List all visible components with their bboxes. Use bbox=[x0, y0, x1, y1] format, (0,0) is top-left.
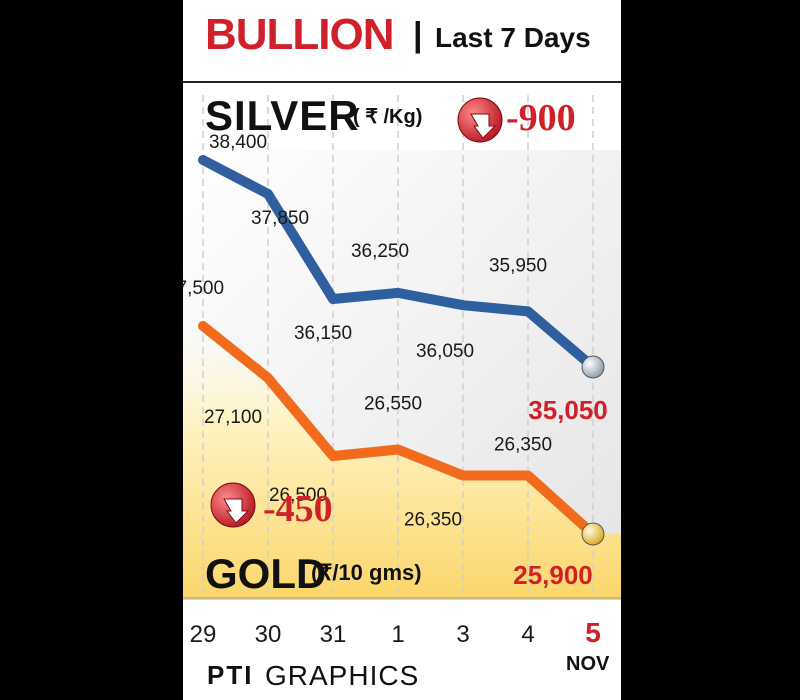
pti-logo: PTI bbox=[207, 660, 254, 690]
gold-value-label: 26,500 bbox=[269, 485, 327, 506]
gold-unit: (₹/10 gms) bbox=[311, 560, 422, 585]
silver-unit: ( ₹ /Kg) bbox=[353, 106, 423, 128]
x-tick-label: 29 bbox=[190, 621, 217, 648]
silver-value-label: 36,150 bbox=[294, 323, 352, 344]
gold-area-shading bbox=[183, 326, 621, 600]
page-title: BULLION bbox=[205, 10, 395, 59]
gold-down-arrow-icon bbox=[210, 482, 256, 528]
gold-value-label: 25,900 bbox=[513, 560, 593, 590]
x-tick-label: 31 bbox=[320, 621, 347, 648]
silver-value-label: 38,400 bbox=[209, 132, 267, 153]
page-subtitle: Last 7 Days bbox=[435, 22, 591, 53]
silver-down-arrow-icon bbox=[457, 97, 503, 143]
silver-heading: SILVER bbox=[205, 92, 360, 139]
silver-value-label: 36,250 bbox=[351, 241, 409, 262]
silver-value-label: 36,050 bbox=[416, 341, 474, 362]
silver-end-marker bbox=[581, 355, 605, 379]
bullion-infographic: 38,400 37,850 36,150 36,250 36,050 35,950 35,0… bbox=[183, 0, 621, 700]
x-tick-label: 5 bbox=[585, 617, 601, 648]
gold-value-label: 26,550 bbox=[364, 394, 422, 415]
x-tick-label: 3 bbox=[456, 621, 469, 648]
x-tick-label: 4 bbox=[521, 621, 534, 648]
gold-end-marker bbox=[581, 522, 605, 546]
gold-series-line bbox=[198, 321, 598, 539]
footer-text: GRAPHICS bbox=[265, 660, 420, 691]
x-tick-label: 1 bbox=[391, 621, 404, 648]
gold-value-label: 27,100 bbox=[204, 407, 262, 428]
gold-value-label: 27,500 bbox=[183, 278, 224, 299]
gold-change: -450 bbox=[263, 488, 333, 530]
gold-value-label: 26,350 bbox=[494, 435, 552, 456]
silver-change: -900 bbox=[506, 97, 576, 139]
silver-series-line bbox=[198, 155, 598, 372]
x-axis-month: NOV bbox=[566, 653, 610, 675]
silver-value-label: 37,850 bbox=[251, 208, 309, 229]
title-separator: | bbox=[413, 16, 423, 54]
chart-canvas: 38,400 37,850 36,150 36,250 36,050 35,950 35,0… bbox=[183, 81, 621, 648]
gold-value-label: 26,350 bbox=[404, 510, 462, 531]
silver-value-label: 35,950 bbox=[489, 255, 547, 276]
gold-heading: GOLD bbox=[205, 550, 327, 597]
x-tick-label: 30 bbox=[255, 621, 282, 648]
silver-value-label: 35,050 bbox=[528, 395, 608, 425]
